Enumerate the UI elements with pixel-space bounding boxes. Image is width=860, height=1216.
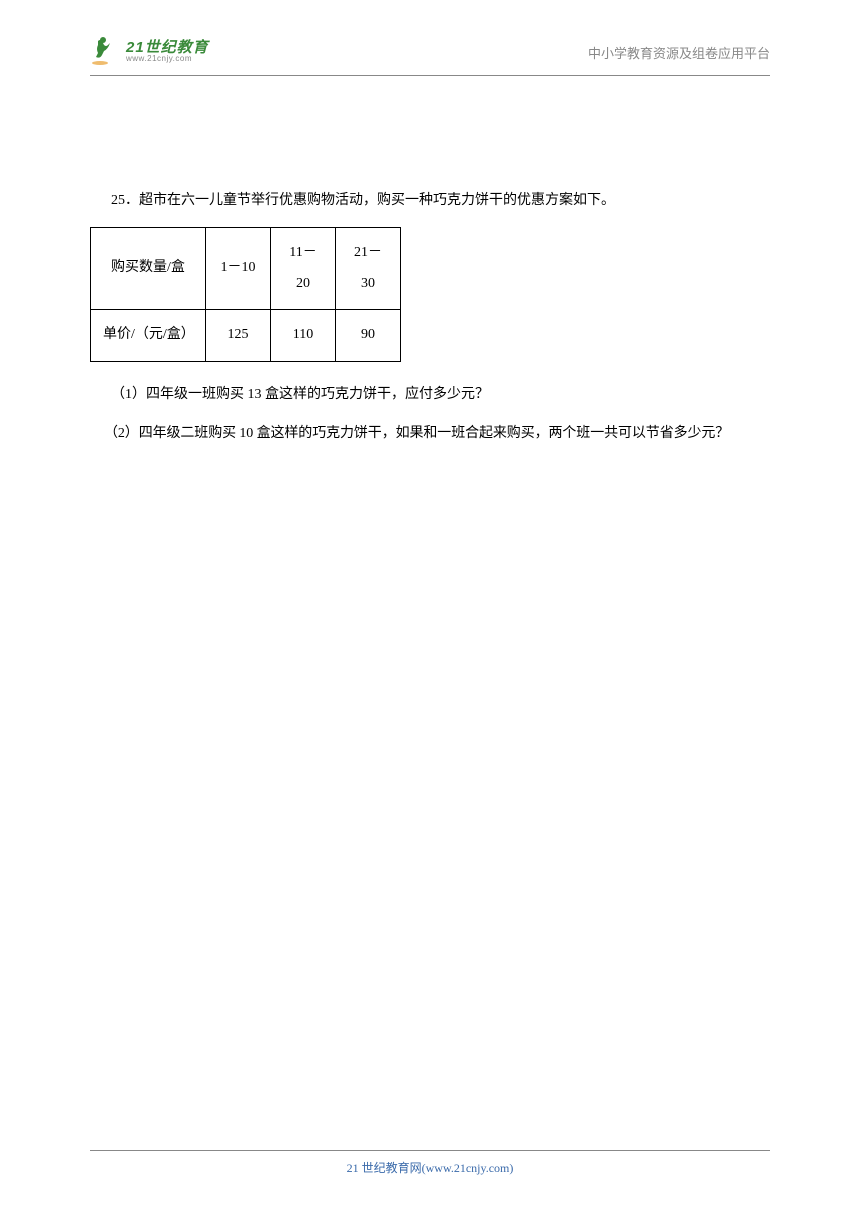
footer-text: 21 世纪教育网(www.21cnjy.com): [90, 1159, 770, 1176]
table-row: 购买数量/盒 1－10 11－20 21－30: [91, 227, 401, 310]
table-cell-label: 单价/（元/盒）: [91, 310, 206, 362]
logo-main-text: 21世纪教育: [126, 40, 209, 55]
problem-intro: 25．超市在六一儿童节举行优惠购物活动，购买一种巧克力饼干的优惠方案如下。: [90, 186, 770, 217]
header-divider: [90, 75, 770, 76]
sub-question-2: （2）四年级二班购买 10 盒这样的巧克力饼干，如果和一班合起来购买，两个班一共…: [90, 419, 770, 450]
table-cell: 90: [336, 310, 401, 362]
logo-area: 21世纪教育 www.21cnjy.com: [90, 35, 209, 67]
logo-url: www.21cnjy.com: [126, 55, 209, 63]
sub-question-1: （1）四年级一班购买 13 盒这样的巧克力饼干，应付多少元？: [90, 380, 770, 411]
logo-icon: [90, 35, 122, 67]
page-footer: 21 世纪教育网(www.21cnjy.com): [90, 1150, 770, 1176]
table-cell: 1－10: [206, 227, 271, 310]
price-table: 购买数量/盒 1－10 11－20 21－30 单价/（元/盒） 125 110…: [90, 227, 401, 362]
page-container: 21世纪教育 www.21cnjy.com 中小学教育资源及组卷应用平台 25．…: [0, 0, 860, 1216]
table-cell: 125: [206, 310, 271, 362]
table-cell: 110: [271, 310, 336, 362]
footer-divider: [90, 1150, 770, 1151]
problem-intro-text: ．超市在六一儿童节举行优惠购物活动，购买一种巧克力饼干的优惠方案如下。: [125, 193, 615, 208]
logo-text-group: 21世纪教育 www.21cnjy.com: [126, 40, 209, 63]
header-right-text: 中小学教育资源及组卷应用平台: [588, 43, 770, 62]
page-header: 21世纪教育 www.21cnjy.com 中小学教育资源及组卷应用平台: [90, 35, 770, 67]
table-row: 单价/（元/盒） 125 110 90: [91, 310, 401, 362]
table-cell: 21－30: [336, 227, 401, 310]
table-cell-label: 购买数量/盒: [91, 227, 206, 310]
table-cell: 11－20: [271, 227, 336, 310]
content-area: 25．超市在六一儿童节举行优惠购物活动，购买一种巧克力饼干的优惠方案如下。 购买…: [90, 186, 770, 450]
problem-number: 25: [111, 193, 125, 208]
